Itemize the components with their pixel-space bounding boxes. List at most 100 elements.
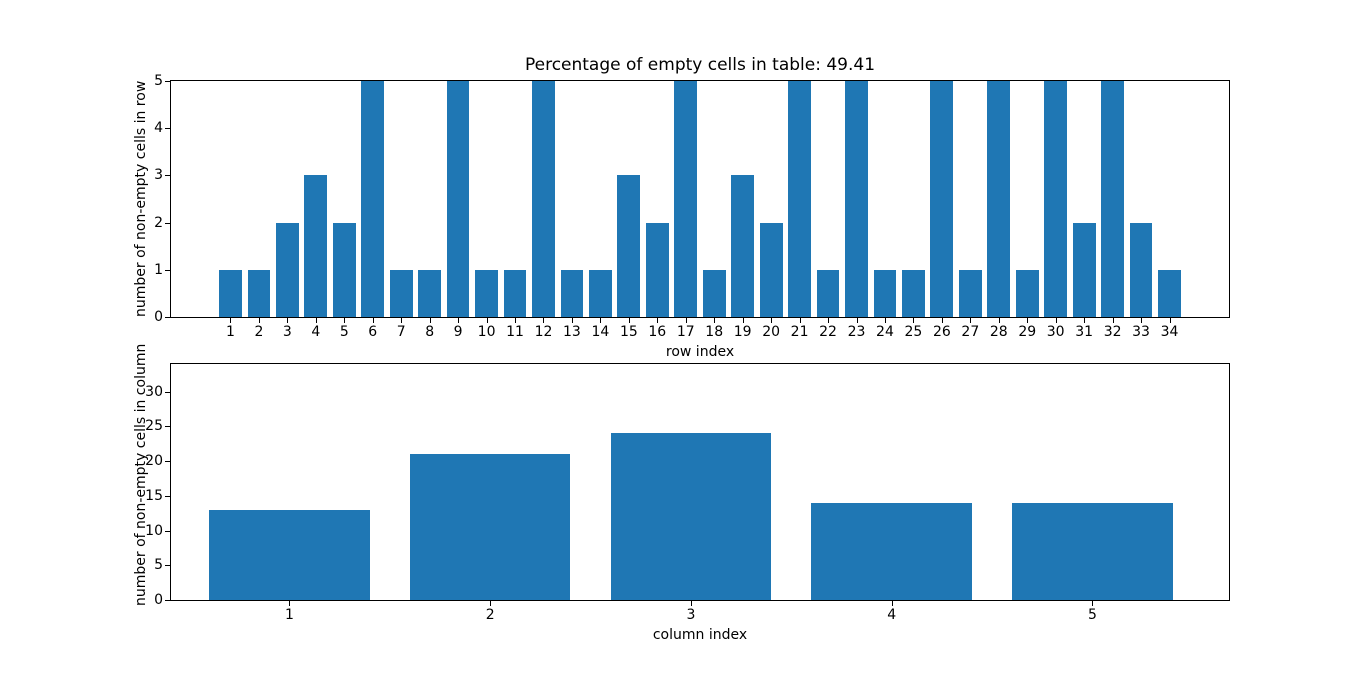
y-tick-label: 1 (154, 261, 163, 278)
bar-x16 (645, 222, 669, 317)
bar-x4 (304, 175, 328, 317)
x-tick-label: 31 (1075, 324, 1094, 340)
bar-x18 (702, 269, 726, 317)
x-tick-mark (458, 318, 460, 323)
bar-x22 (816, 269, 840, 317)
bar-x7 (389, 269, 413, 317)
x-tick-label: 6 (368, 324, 378, 340)
bar-x24 (873, 269, 897, 317)
x-tick-mark (771, 318, 773, 323)
bar-x2 (409, 454, 571, 600)
x-tick-label: 29 (1018, 324, 1037, 340)
bar-x11 (503, 269, 527, 317)
bar-x8 (418, 269, 442, 317)
y-tick-mark (165, 391, 170, 393)
x-tick-label: 23 (847, 324, 866, 340)
x-tick-label: 5 (339, 324, 349, 340)
bar-x1 (219, 269, 242, 317)
x-tick-label: 1 (226, 324, 235, 340)
x-tick-label: 12 (534, 324, 553, 340)
y-tick-label: 20 (145, 453, 163, 470)
bar-x13 (560, 269, 584, 317)
x-tick-mark (1027, 318, 1029, 323)
bar-x28 (987, 81, 1011, 317)
y-tick-label: 2 (154, 214, 163, 231)
bar-x23 (845, 81, 868, 317)
y-tick-mark (165, 600, 170, 601)
column-chart-xlabel: column index (652, 627, 748, 643)
x-tick-label: 2 (254, 324, 264, 340)
bar-x3 (276, 222, 299, 317)
x-tick-label: 27 (961, 324, 980, 340)
x-tick-label: 7 (396, 324, 406, 340)
x-tick-label: 18 (705, 324, 724, 340)
x-tick-mark (344, 318, 346, 323)
bar-x30 (1044, 81, 1068, 317)
y-tick-mark (165, 269, 170, 271)
x-tick-mark (1169, 318, 1171, 323)
x-tick-label: 1 (284, 607, 294, 623)
x-tick-mark (486, 318, 488, 323)
x-tick-mark (1092, 601, 1094, 606)
x-tick-label: 11 (506, 324, 524, 340)
x-tick-mark (941, 318, 943, 323)
row-chart-ylabel: number of non-empty cells in row (133, 80, 149, 318)
y-tick-mark (165, 175, 170, 177)
bar-x29 (1015, 269, 1039, 317)
x-tick-label: 5 (1088, 607, 1097, 623)
x-tick-label: 13 (563, 324, 581, 340)
x-tick-label: 21 (790, 324, 809, 340)
bar-x32 (1101, 81, 1124, 317)
x-tick-mark (884, 318, 886, 323)
x-tick-mark (714, 318, 716, 323)
x-tick-mark (690, 601, 692, 606)
x-tick-label: 32 (1103, 324, 1122, 340)
bar-x27 (958, 269, 982, 317)
x-tick-label: 4 (887, 607, 897, 623)
y-tick-label: 0 (154, 592, 163, 608)
y-tick-label: 5 (154, 557, 163, 574)
y-tick-label: 15 (145, 487, 163, 504)
x-tick-label: 15 (619, 324, 638, 340)
x-tick-mark (230, 318, 232, 323)
x-tick-mark (742, 318, 744, 323)
bar-x10 (475, 269, 498, 317)
bar-x1 (209, 509, 370, 600)
x-tick-mark (372, 318, 374, 323)
x-tick-label: 34 (1160, 324, 1179, 340)
x-tick-label: 9 (453, 324, 463, 340)
bar-x12 (532, 81, 555, 317)
x-tick-label: 25 (904, 324, 923, 340)
bar-x3 (610, 433, 772, 600)
y-tick-label: 4 (154, 120, 163, 137)
x-tick-mark (543, 318, 545, 323)
x-tick-mark (628, 318, 630, 323)
y-tick-mark (165, 317, 170, 318)
bar-x33 (1129, 222, 1153, 317)
y-tick-label: 10 (145, 522, 163, 539)
y-tick-mark (165, 81, 170, 82)
y-tick-mark (165, 495, 170, 497)
x-tick-mark (891, 601, 893, 606)
x-tick-label: 2 (485, 607, 495, 623)
x-tick-mark (685, 318, 687, 323)
x-tick-mark (1084, 318, 1086, 323)
x-tick-mark (287, 318, 289, 323)
x-tick-mark (998, 318, 1000, 323)
x-tick-label: 33 (1132, 324, 1150, 340)
x-tick-mark (913, 318, 915, 323)
y-tick-label: 3 (154, 167, 163, 184)
column-chart-axes (170, 363, 1230, 601)
x-tick-mark (600, 318, 602, 323)
bar-x19 (731, 175, 755, 317)
row-chart-axes (170, 80, 1230, 318)
x-tick-mark (1112, 318, 1114, 323)
bar-x5 (1012, 502, 1173, 600)
x-tick-mark (315, 318, 317, 323)
x-tick-mark (1141, 318, 1143, 323)
x-tick-mark (828, 318, 830, 323)
bar-x4 (811, 502, 972, 600)
y-tick-label: 5 (154, 73, 163, 89)
bar-x31 (1072, 222, 1096, 317)
x-tick-mark (289, 601, 291, 606)
